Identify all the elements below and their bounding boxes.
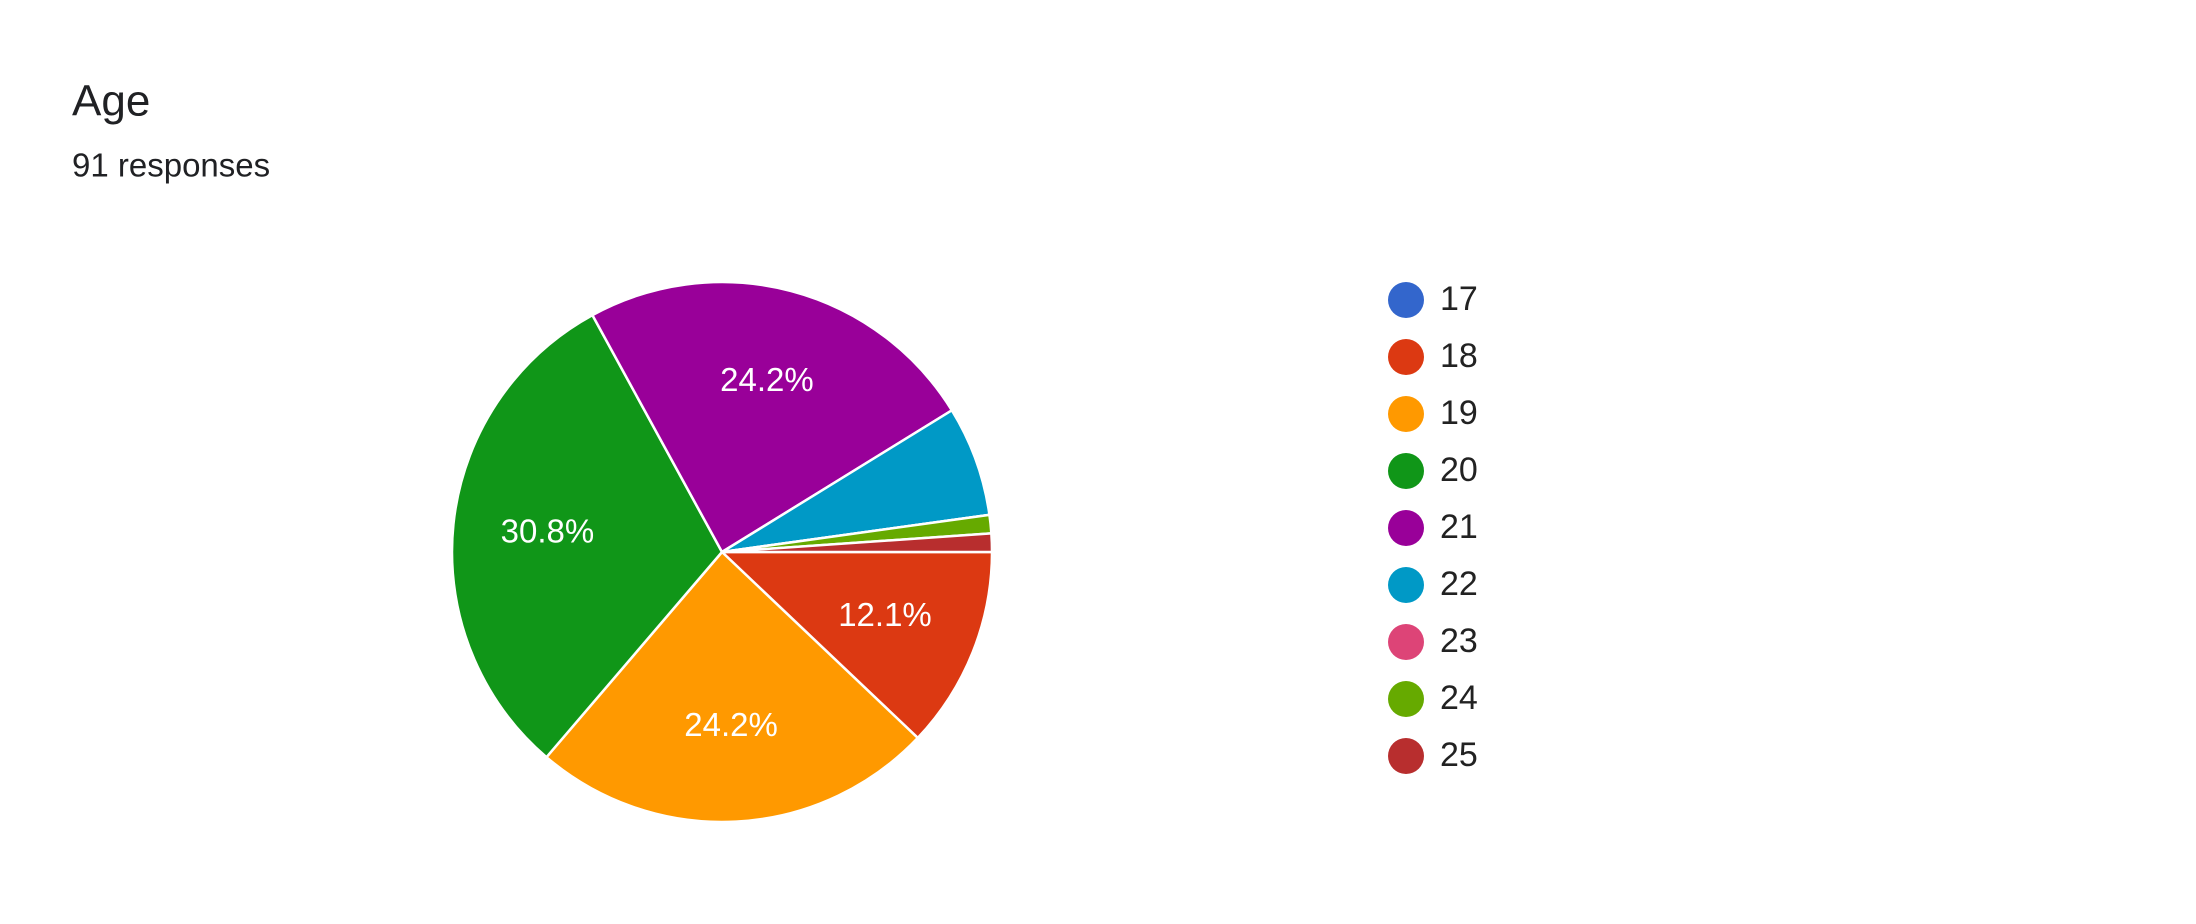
legend-swatch bbox=[1388, 567, 1424, 603]
pie-slice bbox=[721, 532, 994, 554]
pie-slice bbox=[721, 408, 991, 554]
legend-label: 21 bbox=[1440, 508, 1478, 546]
legend-label: 19 bbox=[1440, 394, 1478, 432]
data-label: 12.1% bbox=[838, 596, 932, 633]
pie-slice bbox=[718, 550, 994, 740]
chart-subtitle: 91 responses bbox=[72, 147, 270, 184]
legend-swatch bbox=[1388, 624, 1424, 660]
legend-swatch bbox=[1388, 282, 1424, 318]
data-label: 24.2% bbox=[684, 706, 778, 743]
legend-swatch bbox=[1388, 738, 1424, 774]
legend-label: 23 bbox=[1440, 622, 1478, 660]
legend-label: 22 bbox=[1440, 565, 1478, 603]
pie-slice bbox=[450, 313, 724, 759]
legend-label: 24 bbox=[1440, 679, 1478, 717]
legend-label: 20 bbox=[1440, 451, 1478, 489]
legend-swatch bbox=[1388, 396, 1424, 432]
legend-label: 25 bbox=[1440, 736, 1478, 774]
legend-swatch bbox=[1388, 510, 1424, 546]
data-label: 30.8% bbox=[501, 513, 595, 550]
pie-slice bbox=[544, 550, 920, 824]
legend-swatch bbox=[1388, 339, 1424, 375]
legend-swatch bbox=[1388, 453, 1424, 489]
legend-swatch bbox=[1388, 681, 1424, 717]
data-label: 24.2% bbox=[720, 361, 814, 398]
legend-label: 18 bbox=[1440, 337, 1478, 375]
legend-label: 17 bbox=[1440, 280, 1478, 318]
pie-slice bbox=[590, 280, 954, 554]
chart-title: Age bbox=[72, 77, 150, 126]
